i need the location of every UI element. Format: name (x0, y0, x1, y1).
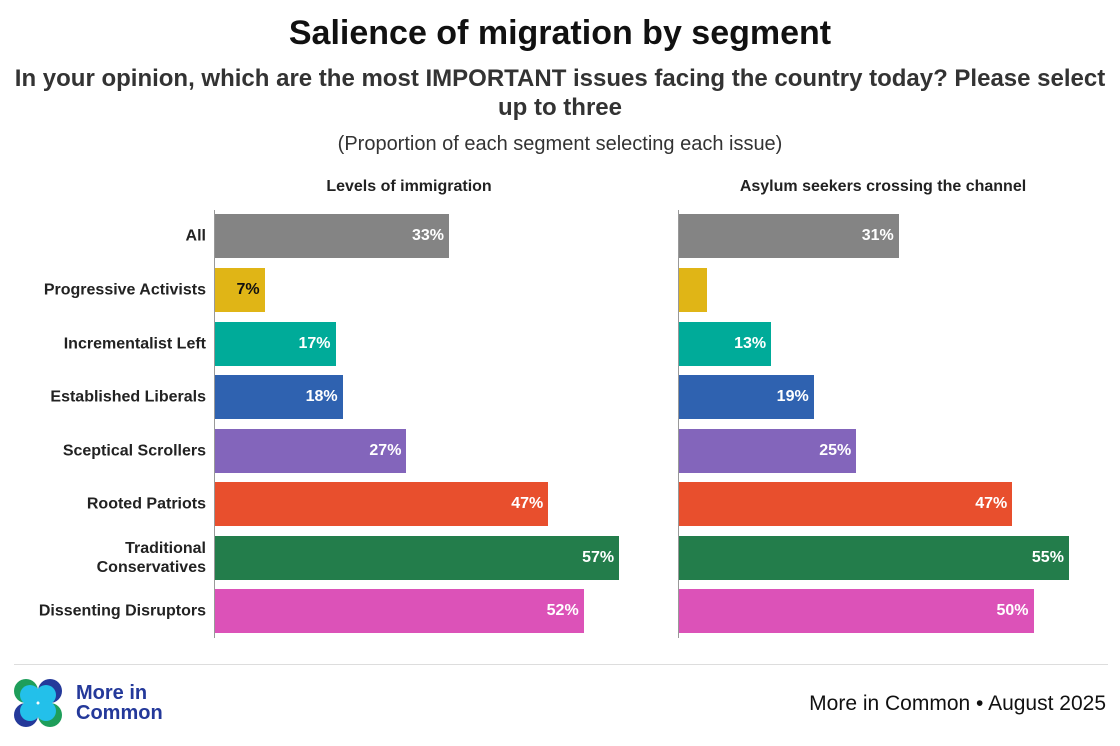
axis-line (678, 210, 679, 638)
bar (215, 536, 620, 580)
value-label: 55% (1031, 549, 1064, 566)
bar (679, 214, 899, 258)
bar (679, 482, 1013, 526)
value-label: 57% (582, 549, 615, 566)
value-label: 17% (298, 335, 331, 352)
source-credit: More in Common • August 2025 (809, 692, 1106, 715)
bar (679, 429, 857, 473)
value-label: 50% (996, 602, 1029, 619)
value-label: 52% (546, 602, 579, 619)
category-label: Traditional Conservatives (96, 540, 206, 576)
bar (679, 375, 814, 419)
category-label: Incrementalist Left (63, 335, 206, 353)
more-in-common-logo-icon (14, 679, 62, 727)
category-label: All (185, 227, 206, 245)
value-label: 7% (236, 281, 260, 298)
bar (215, 429, 407, 473)
bar (679, 322, 772, 366)
logo-text-line1: More in (76, 682, 148, 704)
bar (215, 322, 336, 366)
axis-line (214, 210, 215, 638)
panel-title: Asylum seekers crossing the channel (739, 178, 1027, 195)
bar (215, 375, 343, 419)
category-label: Sceptical Scrollers (62, 442, 206, 460)
value-label: 19% (776, 388, 809, 405)
bar (215, 482, 549, 526)
value-label: 18% (305, 388, 338, 405)
value-label: 47% (511, 495, 544, 512)
value-label: 25% (819, 442, 852, 459)
value-label: 27% (369, 442, 402, 459)
panel-title: Levels of immigration (326, 178, 492, 195)
bar (679, 589, 1034, 633)
chart-subtitle: In your opinion, which are the most IMPO… (14, 65, 1106, 121)
bar (679, 268, 708, 312)
category-label: Progressive Activists (43, 281, 206, 299)
bar (215, 589, 584, 633)
bar (215, 214, 449, 258)
value-label (678, 268, 702, 312)
value-label: 33% (411, 227, 444, 244)
value-label: 13% (734, 335, 767, 352)
divider (14, 664, 1108, 665)
category-label: Established Liberals (50, 388, 206, 406)
logo-text-line2: Common (76, 702, 163, 724)
value-label: 31% (861, 227, 894, 244)
category-label: Rooted Patriots (86, 495, 206, 513)
logo-text: More in Common (76, 683, 163, 723)
bar (679, 536, 1069, 580)
category-label: Dissenting Disruptors (38, 602, 206, 620)
chart-note: (Proportion of each segment selecting ea… (337, 133, 783, 155)
value-label: 47% (975, 495, 1008, 512)
chart-title: Salience of migration by segment (288, 14, 832, 52)
bar (215, 268, 265, 312)
